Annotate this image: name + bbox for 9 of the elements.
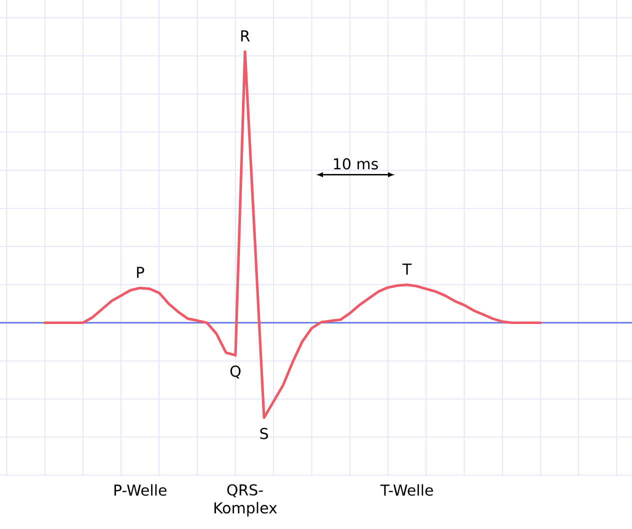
annotation: P: [137, 266, 144, 278]
text: R: [241, 30, 250, 42]
text: QRS-Komplex: [214, 484, 277, 516]
text: T-Welle: [380, 484, 433, 496]
annotation: 10 ms: [334, 158, 378, 170]
annotation: T: [402, 264, 412, 275]
text: S: [260, 428, 268, 440]
text: P-Welle: [114, 484, 166, 496]
annotation: Q: [230, 365, 241, 379]
